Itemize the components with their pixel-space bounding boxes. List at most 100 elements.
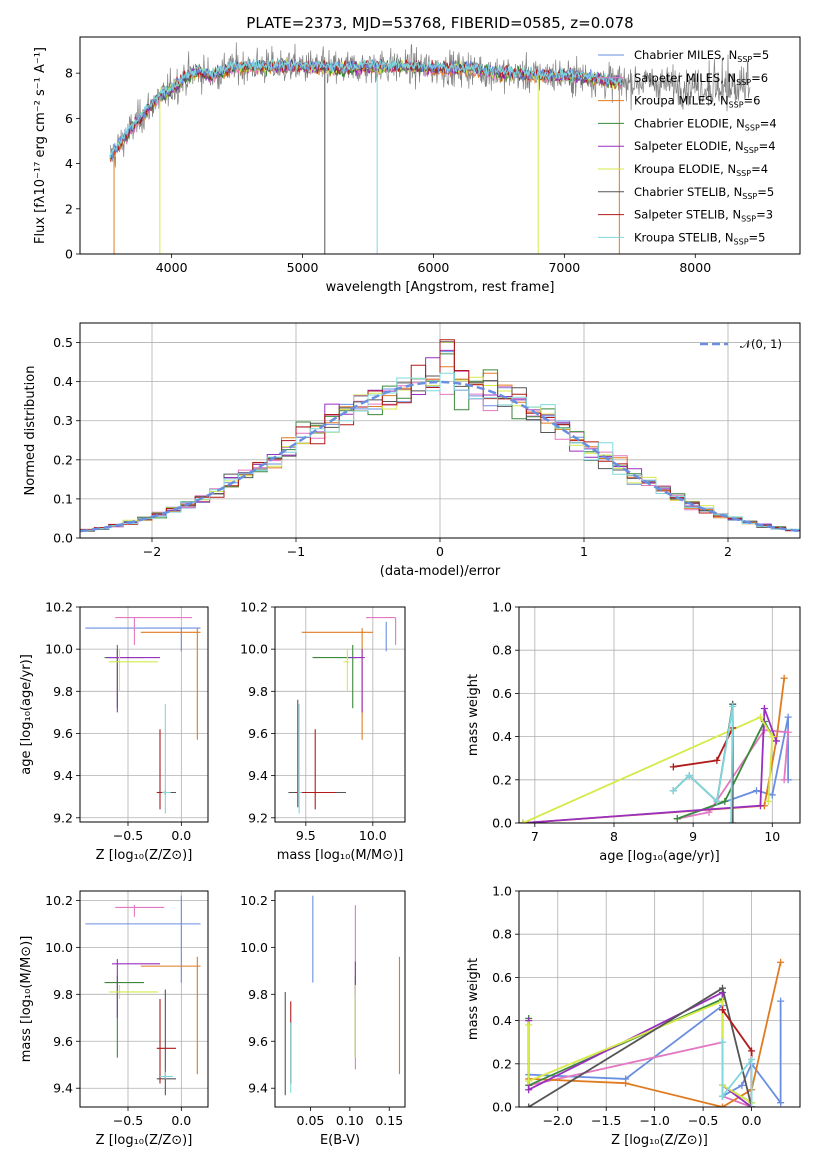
- spectrum-panel: 4000 5000 6000 7000 8000 0 2 4 6 8 wavelength [Ang…: [33, 36, 801, 295]
- x-tick-label: 9: [689, 829, 697, 844]
- y-tick-label: 9.6: [53, 1034, 73, 1049]
- x-axis-label: wavelength [Angstrom, rest frame]: [326, 280, 555, 295]
- x-tick-label: 0.0: [742, 1113, 762, 1128]
- y-tick-label: 0.4: [492, 729, 512, 744]
- y-tick-label: 0.4: [53, 374, 73, 389]
- y-tick-label: 10.2: [240, 893, 268, 908]
- mass-weight-line: [522, 678, 786, 823]
- x-tick-label: −2.0: [543, 1113, 573, 1128]
- y-tick-label: 0.4: [492, 1013, 512, 1028]
- mass-weight-marker: [525, 1103, 533, 1107]
- mass-weight-marker: [768, 791, 776, 799]
- y-tick-label: 0.0: [492, 816, 512, 831]
- y-tick-label: 9.2: [53, 810, 73, 825]
- y-axis-label: age [log₁₀(age/yr)]: [19, 654, 34, 775]
- y-tick-label: 9.8: [53, 987, 73, 1002]
- mass-weight-marker: [519, 819, 527, 823]
- y-tick-label: 9.6: [248, 1034, 268, 1049]
- plot-area: [80, 339, 800, 533]
- mass-weight-marker: [748, 1055, 756, 1063]
- plot-area: [85, 895, 201, 1096]
- age-vs-mass-panel: 9.5 10.0 9.2 9.4 9.6 9.8 10.0 10.2 mass [log₁₀(M…: [240, 600, 406, 863]
- x-tick-label: 0.15: [375, 1113, 403, 1128]
- mass-weight-marker: [525, 1021, 533, 1029]
- mass-weight-marker: [760, 705, 768, 713]
- y-axis-label: mass weight: [466, 674, 481, 756]
- x-tick-label: −0.5: [113, 828, 143, 843]
- plot-area: [525, 958, 785, 1107]
- legend-label: Kroupa ELODIE, NSSP=4: [634, 162, 768, 178]
- y-tick-label: 10.2: [240, 600, 268, 615]
- mass-weight-marker: [673, 815, 681, 823]
- x-axis-label: (data-model)/error: [380, 564, 501, 579]
- y-tick-label: 9.4: [248, 1081, 268, 1096]
- plot-area: [284, 895, 401, 1096]
- x-tick-label: −0.5: [688, 1113, 718, 1128]
- y-tick-label: 0.0: [492, 1100, 512, 1115]
- mass-weight-marker: [780, 776, 788, 784]
- mass-weight-marker: [718, 1006, 726, 1014]
- x-tick-label: 4000: [156, 260, 188, 275]
- gaussian-curve: [80, 380, 800, 533]
- y-tick-label: 9.6: [53, 726, 73, 741]
- y-tick-label: 0.8: [492, 927, 512, 942]
- x-tick-label: 2: [724, 544, 732, 559]
- y-tick-label: 0.0: [53, 531, 73, 546]
- x-tick-label: 0.0: [171, 828, 191, 843]
- axes-frame: [79, 36, 801, 255]
- legend-label: Kroupa MILES, NSSP=6: [634, 94, 760, 110]
- model-spectrum-line: [109, 57, 622, 158]
- mass-weight-marker: [525, 1086, 533, 1094]
- y-tick-label: 0.1: [53, 491, 73, 506]
- y-tick-label: 0.5: [53, 335, 73, 350]
- x-axis-label: Z [log₁₀(Z/Z⊙)]: [96, 1133, 193, 1148]
- y-tick-label: 0.6: [492, 686, 512, 701]
- mass-weight-marker: [764, 797, 772, 805]
- x-axis-label: E(B-V): [320, 1133, 360, 1148]
- plot-area: [288, 616, 397, 814]
- x-axis-label: age [log₁₀(age/yr)]: [599, 849, 720, 864]
- legend-label: Salpeter STELIB, NSSP=3: [634, 208, 773, 224]
- mass-weight-line: [721, 1042, 753, 1107]
- axes-frame: [274, 890, 406, 1108]
- mass-weight-marker: [713, 797, 721, 805]
- y-tick-label: 1.0: [492, 884, 512, 899]
- y-tick-label: 10.0: [240, 940, 268, 955]
- mass-weight-marker: [718, 1038, 726, 1046]
- x-tick-label: 7000: [548, 260, 580, 275]
- x-tick-label: −2: [143, 544, 161, 559]
- legend-label: Salpeter MILES, NSSP=6: [634, 71, 768, 87]
- mass-weight-marker: [777, 1099, 785, 1107]
- legend-label: Salpeter ELODIE, NSSP=4: [634, 139, 776, 155]
- y-tick-label: 0.6: [492, 970, 512, 985]
- axes-frame: [518, 890, 801, 1108]
- mass-weight-marker: [727, 819, 735, 823]
- residuals-panel: −2 −1 0 1 2 0.0 0.1 0.2 0.3 0.4 0.5 (data-model)/er…: [23, 322, 801, 579]
- y-tick-label: 2: [65, 201, 73, 216]
- mass-weight-marker: [777, 958, 785, 966]
- x-tick-label: 10: [764, 829, 780, 844]
- x-tick-label: 0: [436, 544, 444, 559]
- y-tick-label: 9.4: [53, 768, 73, 783]
- mass-weight-marker: [752, 787, 760, 795]
- mass-weight-marker: [748, 1103, 756, 1107]
- y-tick-label: 10.0: [240, 642, 268, 657]
- axes-frame: [518, 606, 801, 824]
- x-axis-label: Z [log₁₀(Z/Z⊙)]: [611, 1133, 708, 1148]
- mass-weight-line: [528, 1041, 753, 1107]
- y-tick-label: 0.2: [492, 772, 512, 787]
- mass-weight-marker: [777, 997, 785, 1005]
- y-tick-label: 9.4: [248, 768, 268, 783]
- y-tick-label: 10.2: [45, 600, 73, 615]
- mass-weight-vs-metallicity-panel: −2.0 −1.5 −1.0 −0.5 0.0 0.0 0.2 0.4 0.6 0.8 1.0 Z […: [466, 884, 801, 1148]
- figure-title: PLATE=2373, MJD=53768, FIBERID=0585, z=0…: [246, 14, 633, 32]
- x-tick-label: 7: [531, 829, 539, 844]
- plot-area: [109, 42, 751, 254]
- y-tick-label: 6: [65, 111, 73, 126]
- mass-vs-metallicity-panel: −0.5 0.0 9.4 9.6 9.8 10.0 10.2 Z [log₁₀(Z/Z⊙)] m…: [19, 890, 209, 1148]
- y-tick-label: 10.0: [45, 940, 73, 955]
- y-tick-label: 4: [65, 156, 73, 171]
- y-tick-label: 9.8: [248, 684, 268, 699]
- y-tick-label: 0.2: [492, 1056, 512, 1071]
- mass-weight-marker: [756, 713, 764, 721]
